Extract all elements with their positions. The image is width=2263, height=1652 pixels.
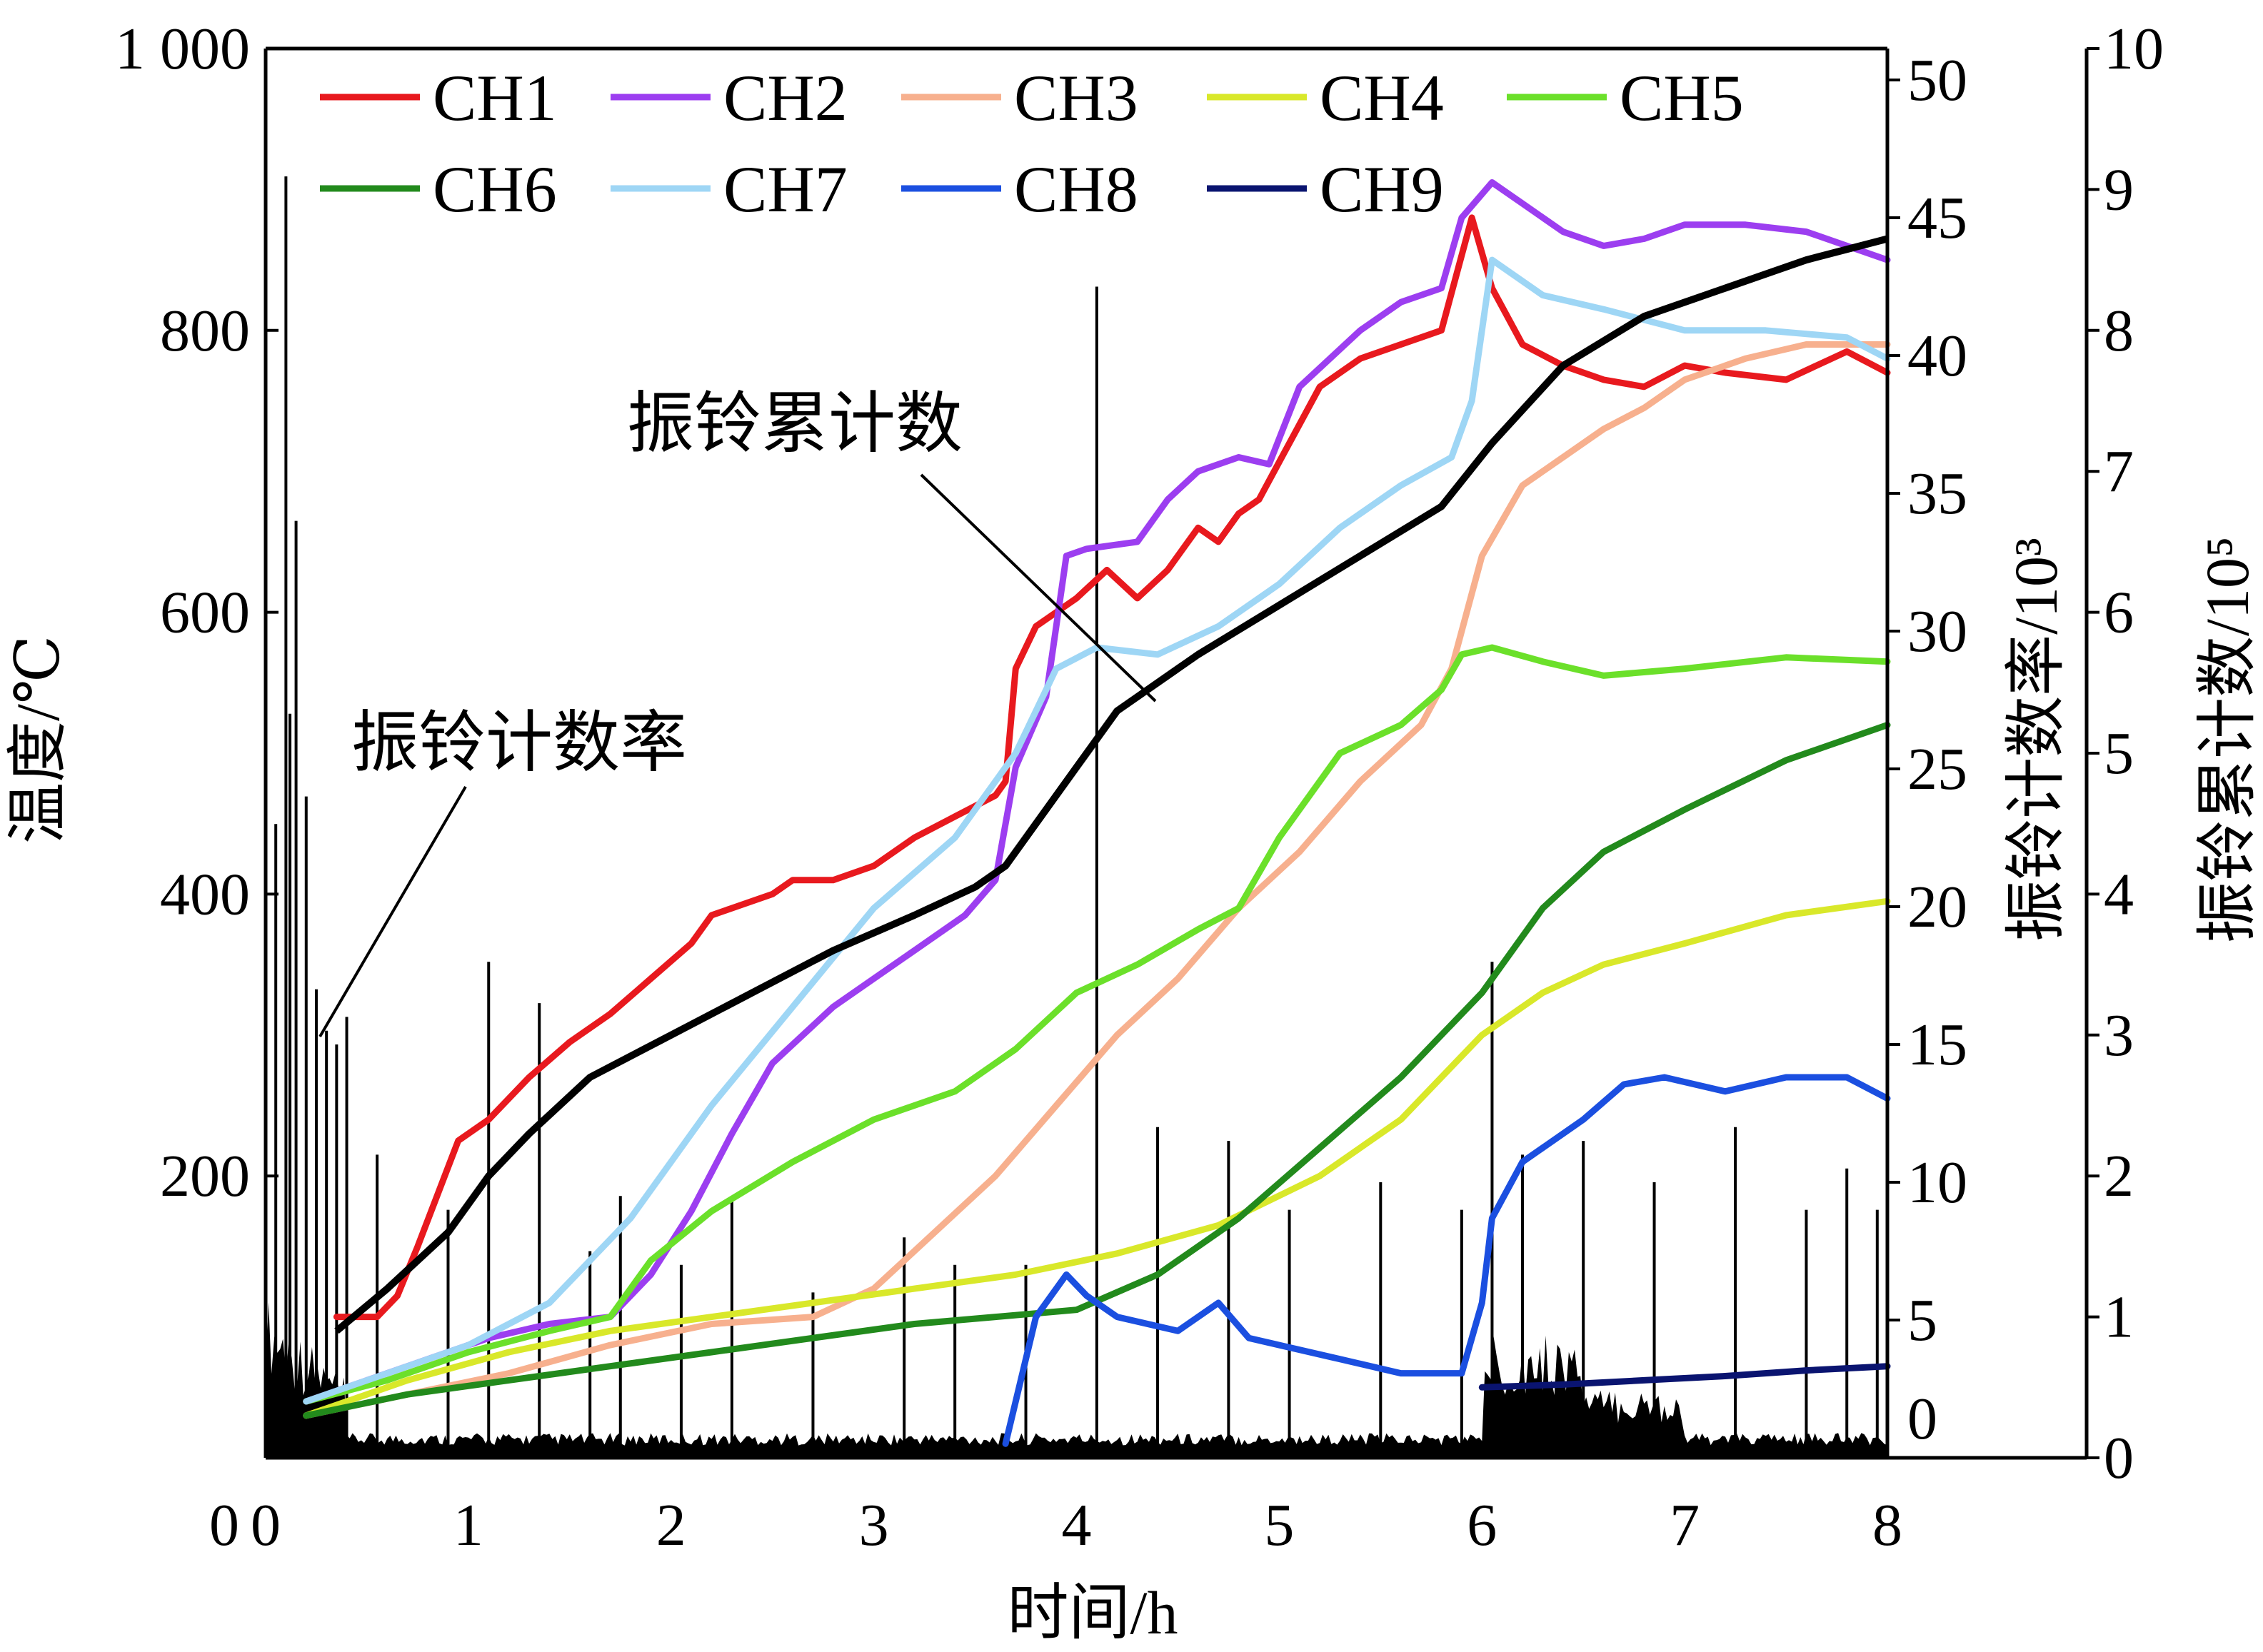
annotation-rate: 振铃计数率 — [351, 706, 687, 780]
y-tick-label-left: 200 — [160, 1143, 250, 1209]
y-tick-label-right-cumulative: 1 — [2104, 1284, 2134, 1351]
y-tick-label-right-rate: 50 — [1907, 47, 1967, 114]
y-tick-label-right-rate: 35 — [1907, 460, 1967, 527]
y-tick-label-right-rate: 15 — [1907, 1012, 1967, 1078]
series-line-ch9 — [1478, 1363, 1891, 1391]
x-tick-label: 8 — [1872, 1492, 1902, 1558]
legend-label-ch6: CH6 — [433, 153, 557, 226]
series-line-ch4 — [303, 897, 1891, 1419]
y-tick-label-right-cumulative: 8 — [2104, 298, 2134, 364]
y-tick-label-right-rate: 0 — [1907, 1386, 1937, 1452]
y-tick-label-right-rate: 5 — [1907, 1287, 1937, 1354]
x-tick-label: 5 — [1264, 1492, 1294, 1558]
legend-label-ch2: CH2 — [723, 61, 848, 134]
y-tick-label-right-cumulative: 3 — [2104, 1002, 2134, 1069]
series-line-ch6 — [303, 722, 1891, 1419]
y-axis-title-left: 温度/℃ — [4, 635, 72, 844]
y-tick-label-right-rate: 40 — [1907, 323, 1967, 389]
y-tick-label-right-cumulative: 4 — [2104, 861, 2134, 927]
series-line-ch5 — [303, 644, 1891, 1405]
series-layer — [266, 176, 1891, 1458]
series-line-ch8 — [1002, 1074, 1891, 1447]
series-line-ch3 — [303, 341, 1891, 1419]
series-line-ch7 — [303, 256, 1891, 1405]
series-line-ch2 — [303, 179, 1891, 1405]
y-tick-label-right-rate: 20 — [1907, 874, 1967, 940]
y-tick-label-right-rate: 30 — [1907, 598, 1967, 665]
y-tick-label-right-cumulative: 10 — [2104, 16, 2164, 82]
y-axis-title-right-cumulative: 振铃累计数/10⁵ — [2193, 536, 2262, 943]
series-line-ch1 — [333, 214, 1891, 1321]
y-tick-label-right-cumulative: 5 — [2104, 720, 2134, 787]
legend: CH1 CH2 CH3 CH4 CH5 CH6 CH7 CH8 CH9 — [320, 61, 1744, 226]
legend-label-ch1: CH1 — [433, 61, 557, 134]
x-tick-label: 7 — [1670, 1492, 1700, 1558]
y-tick-label-right-rate: 25 — [1907, 736, 1967, 802]
legend-label-ch8: CH8 — [1014, 153, 1138, 226]
y-tick-label-right-cumulative: 6 — [2104, 580, 2134, 646]
x-tick-label: 4 — [1062, 1492, 1092, 1558]
y-tick-label-left: 1 000 — [115, 16, 250, 82]
y-tick-label-left: 800 — [160, 298, 250, 364]
x-tick-label: 2 — [656, 1492, 686, 1558]
y-tick-label-right-cumulative: 2 — [2104, 1143, 2134, 1209]
legend-label-ch3: CH3 — [1014, 61, 1138, 134]
x-axis-title: 时间/h — [1008, 1578, 1178, 1647]
legend-label-ch7: CH7 — [723, 153, 848, 226]
y-tick-label-right-cumulative: 9 — [2104, 156, 2134, 223]
annotation-cumulative-leader — [920, 473, 1157, 702]
rate-noise-band — [266, 1301, 1887, 1458]
x-tick-label: 0 — [251, 1492, 281, 1558]
legend-label-ch5: CH5 — [1620, 61, 1744, 134]
y-tick-label-right-rate: 10 — [1907, 1149, 1967, 1216]
y-tick-label-right-cumulative: 0 — [2104, 1425, 2134, 1491]
y-tick-label-right-cumulative: 7 — [2104, 438, 2134, 505]
legend-label-ch9: CH9 — [1320, 153, 1444, 226]
cumulative-series-line — [334, 235, 1889, 1334]
y-tick-label-left: 600 — [160, 580, 250, 646]
x-tick-label: 1 — [453, 1492, 483, 1558]
tick-labels: 0 1 2 3 4 5 6 7 81 00080060040020005045403530252… — [115, 16, 2164, 1558]
annotation-rate-leader — [318, 785, 467, 1038]
x-tick-label: 3 — [859, 1492, 889, 1558]
legend-label-ch4: CH4 — [1320, 61, 1444, 134]
y-tick-label-right-rate: 45 — [1907, 185, 1967, 251]
y-axis-title-right-rate: 振铃计数率/10³ — [2002, 538, 2070, 942]
y-tick-label-left-zero: 0 — [209, 1492, 239, 1558]
annotation-cumulative: 振铃累计数 — [627, 387, 963, 461]
y-tick-label-left: 400 — [160, 861, 250, 927]
x-tick-label: 6 — [1467, 1492, 1497, 1558]
